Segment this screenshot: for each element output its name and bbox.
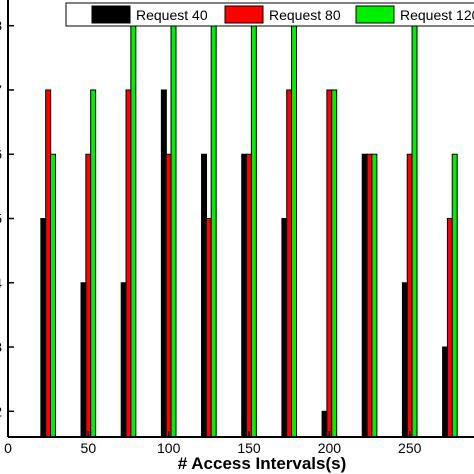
legend: Request 40 Request 80 Request 120: [65, 2, 474, 27]
bar-request-80-25: [45, 89, 52, 438]
bar-request-120-75: [130, 25, 137, 438]
x-tick-label: 50: [81, 440, 97, 456]
bar-request-120-100: [170, 25, 177, 438]
x-tick-label: 150: [237, 440, 261, 456]
legend-label: Request 40: [136, 7, 208, 23]
legend-swatch: [91, 5, 131, 24]
bar-request-120-275: [451, 153, 458, 438]
bar-request-80-250: [406, 153, 413, 438]
bar-request-40-75: [120, 282, 127, 438]
legend-label: Request 80: [269, 7, 341, 23]
x-axis-ticks: 0 50 100 150 200 250: [4, 431, 422, 456]
bar-request-40-125: [201, 153, 208, 438]
bar-request-80-175: [286, 89, 293, 438]
x-tick-label: 200: [318, 440, 342, 456]
bar-request-80-100: [165, 153, 172, 438]
bar-request-40-250: [401, 282, 408, 438]
bar-request-40-50: [80, 282, 87, 438]
bar-request-40-150: [241, 153, 248, 438]
bar-request-40-175: [281, 218, 288, 438]
bar-request-120-150: [250, 25, 257, 438]
bar-request-40-100: [160, 89, 167, 438]
y-tick-label: 2: [0, 403, 2, 419]
y-tick-label: 8: [0, 18, 2, 34]
bar-request-40-200: [321, 410, 328, 438]
bar-request-120-250: [411, 25, 418, 438]
legend-swatch: [355, 5, 395, 24]
bar-request-120-175: [291, 25, 298, 438]
y-tick-label: 5: [0, 211, 2, 227]
bar-request-80-125: [205, 218, 212, 438]
bar-request-120-25: [50, 153, 56, 438]
x-tick-label: 0: [4, 440, 12, 456]
bar-request-80-50: [85, 153, 92, 438]
legend-label: Request 120: [400, 7, 474, 23]
bar-request-40-25: [40, 218, 47, 438]
bar-request-80-225: [366, 153, 373, 438]
bar-request-80-75: [125, 89, 132, 438]
x-tick-label: 250: [398, 440, 422, 456]
x-tick-label: 100: [157, 440, 181, 456]
bars-layer: [40, 25, 458, 438]
bar-request-120-200: [331, 89, 338, 438]
y-tick-label: 3: [0, 339, 2, 355]
bar-request-120-50: [90, 89, 97, 438]
y-tick-label: 6: [0, 146, 2, 162]
legend-swatch: [224, 5, 264, 24]
x-axis-title: # Access Intervals(s): [178, 454, 347, 473]
bar-request-80-150: [246, 153, 253, 438]
bar-request-40-275: [442, 346, 449, 438]
y-tick-label: 4: [0, 275, 2, 291]
bar-request-40-225: [361, 153, 368, 438]
bar-request-80-275: [446, 218, 453, 438]
bar-request-120-225: [371, 153, 378, 438]
y-tick-label: 7: [0, 82, 2, 98]
bar-request-80-200: [326, 89, 333, 438]
bar-request-120-125: [210, 25, 217, 438]
